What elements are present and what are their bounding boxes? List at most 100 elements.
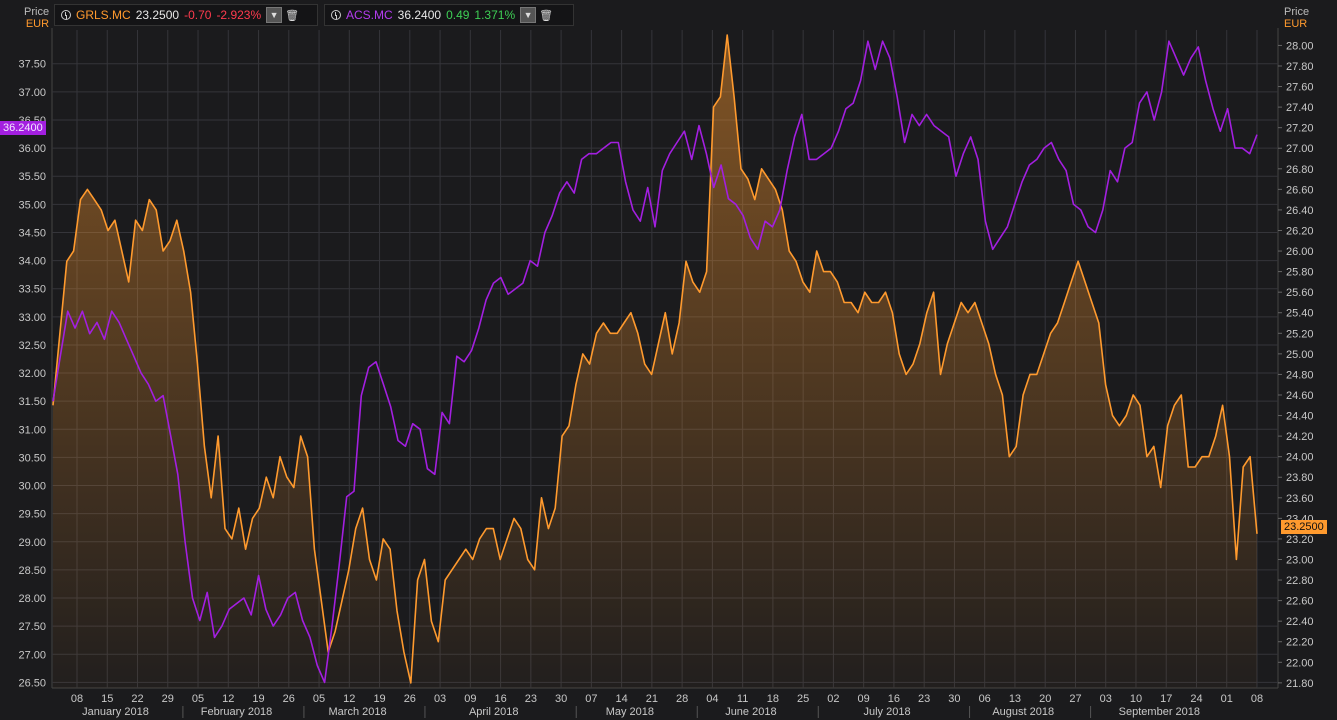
x-tick-label: 15 bbox=[101, 693, 113, 705]
left-tick-label: 31.00 bbox=[18, 424, 46, 436]
x-tick-label: 23 bbox=[918, 693, 930, 705]
right-tick-label: 22.40 bbox=[1286, 616, 1314, 628]
right-tick-label: 23.20 bbox=[1286, 534, 1314, 546]
right-tick-label: 22.80 bbox=[1286, 575, 1314, 587]
right-tick-label: 23.60 bbox=[1286, 493, 1314, 505]
right-tick-label: 21.80 bbox=[1286, 678, 1314, 690]
x-tick-label: 21 bbox=[646, 693, 658, 705]
x-tick-label: 08 bbox=[71, 693, 83, 705]
acs-mc-line[interactable] bbox=[52, 40, 1258, 684]
left-tick-label: 33.00 bbox=[18, 312, 46, 324]
x-tick-label: 08 bbox=[1251, 693, 1263, 705]
left-tick-label: 29.00 bbox=[18, 537, 46, 549]
trash-icon[interactable]: 🗑 bbox=[285, 9, 300, 22]
right-tick-label: 27.40 bbox=[1286, 102, 1314, 114]
x-tick-label: 28 bbox=[676, 693, 688, 705]
left-tick-label: 35.00 bbox=[18, 199, 46, 211]
right-tick-label: 26.80 bbox=[1286, 164, 1314, 176]
x-tick-label: 27 bbox=[1069, 693, 1081, 705]
legend-change: 0.49 bbox=[446, 8, 470, 22]
right-tick-label: 27.60 bbox=[1286, 82, 1314, 94]
left-tick-label: 37.00 bbox=[18, 87, 46, 99]
left-tick-label: 33.50 bbox=[18, 284, 46, 296]
left-tick-label: 34.50 bbox=[18, 227, 46, 239]
dropdown-icon[interactable]: ▼ bbox=[266, 7, 283, 23]
x-tick-label: 12 bbox=[343, 693, 355, 705]
x-tick-label: 05 bbox=[313, 693, 325, 705]
x-tick-label: 26 bbox=[404, 693, 416, 705]
x-tick-label: 23 bbox=[525, 693, 537, 705]
legend-price: 36.2400 bbox=[397, 8, 442, 22]
right-tick-label: 23.80 bbox=[1286, 472, 1314, 484]
x-tick-label: 26 bbox=[283, 693, 295, 705]
right-tick-label: 26.40 bbox=[1286, 205, 1314, 217]
x-tick-label: 25 bbox=[797, 693, 809, 705]
right-tick-label: 27.20 bbox=[1286, 123, 1314, 135]
month-label: February 2018 bbox=[201, 706, 273, 718]
month-label: June 2018 bbox=[725, 706, 776, 718]
right-tick-label: 24.60 bbox=[1286, 390, 1314, 402]
dropdown-icon[interactable]: ▼ bbox=[520, 7, 537, 23]
x-tick-label: 30 bbox=[555, 693, 567, 705]
right-tick-label: 22.20 bbox=[1286, 637, 1314, 649]
left-axis-title: Price bbox=[24, 6, 50, 18]
left-tick-label: 32.50 bbox=[18, 340, 46, 352]
right-tick-label: 22.60 bbox=[1286, 596, 1314, 608]
right-tick-label: 25.40 bbox=[1286, 308, 1314, 320]
x-tick-label: 01 bbox=[1221, 693, 1233, 705]
x-tick-label: 16 bbox=[888, 693, 900, 705]
x-tick-label: 06 bbox=[979, 693, 991, 705]
acs-last-price-tag: 36.2400 bbox=[0, 121, 46, 135]
x-tick-label: 02 bbox=[827, 693, 839, 705]
clock-icon[interactable] bbox=[61, 10, 71, 20]
right-axis: 21.80 22.00 22.20 22.40 22.60 22.80 23.00 23.20… bbox=[1278, 40, 1314, 690]
legend-acs[interactable]: ACS.MC 36.2400 0.49 1.371% ▼ 🗑 bbox=[324, 4, 574, 26]
right-axis-title: Price bbox=[1284, 6, 1310, 18]
grls-last-price-tag: 23.2500 bbox=[1281, 520, 1327, 534]
x-axis: 08 15 22 29 05 12 19 26 05 12 19 26 03 09 16 23 30 07 14 21… bbox=[71, 693, 1263, 718]
x-tick-label: 18 bbox=[767, 693, 779, 705]
left-tick-label: 32.00 bbox=[18, 368, 46, 380]
series-layer bbox=[52, 34, 1258, 689]
legend-ticker[interactable]: GRLS.MC bbox=[76, 8, 131, 22]
legend-ticker[interactable]: ACS.MC bbox=[346, 8, 393, 22]
right-tick-label: 22.00 bbox=[1286, 657, 1314, 669]
x-tick-label: 05 bbox=[192, 693, 204, 705]
left-tick-label: 36.00 bbox=[18, 143, 46, 155]
right-tick-label: 25.20 bbox=[1286, 328, 1314, 340]
x-tick-label: 11 bbox=[737, 693, 748, 705]
trash-icon[interactable]: 🗑 bbox=[539, 9, 554, 22]
month-label: March 2018 bbox=[329, 706, 387, 718]
x-tick-label: 07 bbox=[585, 693, 597, 705]
left-tick-label: 26.50 bbox=[18, 677, 46, 689]
right-tick-label: 25.00 bbox=[1286, 349, 1314, 361]
legend-price: 23.2500 bbox=[135, 8, 180, 22]
left-tick-label: 28.50 bbox=[18, 565, 46, 577]
right-axis-header: Price EUR bbox=[1284, 6, 1309, 30]
left-tick-label: 37.50 bbox=[18, 59, 46, 71]
legend-change-pct: 1.371% bbox=[474, 8, 516, 22]
left-tick-label: 29.50 bbox=[18, 509, 46, 521]
left-tick-label: 34.00 bbox=[18, 256, 46, 268]
grls-mc-line[interactable] bbox=[52, 34, 1258, 684]
legend-grls[interactable]: GRLS.MC 23.2500 -0.70 -2.923% ▼ 🗑 bbox=[54, 4, 318, 26]
x-tick-label: 03 bbox=[1100, 693, 1112, 705]
right-tick-label: 24.00 bbox=[1286, 452, 1314, 464]
legend-change-pct: -2.923% bbox=[216, 8, 262, 22]
month-label: January 2018 bbox=[82, 706, 149, 718]
right-tick-label: 27.80 bbox=[1286, 61, 1314, 73]
right-axis-unit: EUR bbox=[1284, 18, 1308, 30]
month-label: April 2018 bbox=[469, 706, 519, 718]
right-tick-label: 24.80 bbox=[1286, 369, 1314, 381]
x-tick-label: 24 bbox=[1190, 693, 1202, 705]
x-tick-label: 12 bbox=[222, 693, 234, 705]
x-tick-label: 17 bbox=[1160, 693, 1172, 705]
right-tick-label: 25.80 bbox=[1286, 267, 1314, 279]
left-tick-label: 30.00 bbox=[18, 481, 46, 493]
month-label: July 2018 bbox=[864, 706, 911, 718]
clock-icon[interactable] bbox=[331, 10, 341, 20]
x-tick-label: 10 bbox=[1130, 693, 1142, 705]
right-tick-label: 24.40 bbox=[1286, 411, 1314, 423]
x-tick-label: 13 bbox=[1009, 693, 1021, 705]
